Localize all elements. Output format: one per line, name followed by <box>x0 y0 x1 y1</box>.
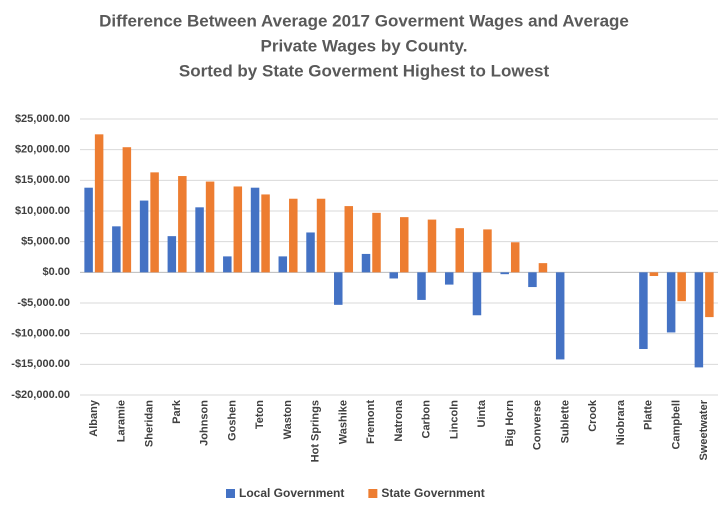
y-tick-label: -$5,000.00 <box>17 297 70 309</box>
x-tick-label: Sweetwater <box>698 399 710 460</box>
bar <box>150 172 159 273</box>
bar <box>705 272 714 318</box>
bar <box>289 198 298 273</box>
bar <box>139 200 149 273</box>
x-tick-label: Carbon <box>421 400 433 439</box>
bar <box>666 272 676 333</box>
y-tick-label: $20,000.00 <box>15 144 70 156</box>
x-tick-label: Washike <box>337 400 349 444</box>
y-tick-label: $10,000.00 <box>15 205 70 217</box>
bar <box>528 272 537 288</box>
chart-title: Difference Between Average 2017 Govermen… <box>99 11 629 30</box>
bar <box>455 228 464 273</box>
x-tick-label: Sheridan <box>143 400 155 447</box>
chart-title: Private Wages by County. <box>261 36 468 55</box>
x-tick-label: Waston <box>282 400 294 440</box>
legend-label: Local Government <box>239 486 344 500</box>
x-tick-label: Campbell <box>670 400 682 450</box>
chart-title: Sorted by State Goverment Highest to Low… <box>179 61 550 80</box>
x-tick-label: Sublette <box>559 400 571 443</box>
bar <box>84 187 93 273</box>
bar <box>233 186 243 273</box>
bar <box>427 219 437 273</box>
bar <box>306 232 315 273</box>
bar <box>417 272 426 300</box>
bar <box>694 272 704 368</box>
x-tick-label: Lincoln <box>448 400 460 439</box>
bar <box>639 272 648 349</box>
y-tick-label: $5,000.00 <box>21 236 70 248</box>
bar <box>195 207 204 273</box>
bar <box>344 206 354 273</box>
x-tick-label: Teton <box>254 400 266 429</box>
x-tick-label: Big Horn <box>504 400 516 447</box>
bar <box>555 272 565 360</box>
legend-swatch <box>226 489 235 498</box>
bar <box>372 212 381 273</box>
bar <box>223 256 232 273</box>
legend-label: State Government <box>381 486 484 500</box>
x-tick-label: Hot Springs <box>310 400 322 462</box>
bar <box>444 272 454 285</box>
bar <box>472 272 482 316</box>
bar <box>167 236 177 273</box>
x-tick-label: Goshen <box>226 400 238 441</box>
y-tick-label: $15,000.00 <box>15 174 70 186</box>
bar <box>94 134 104 273</box>
x-tick-label: Niobrara <box>615 399 627 445</box>
x-tick-label: Natrona <box>393 399 405 441</box>
y-tick-label: -$10,000.00 <box>11 328 70 340</box>
x-tick-label: Laramie <box>116 400 128 442</box>
bar <box>112 226 121 273</box>
x-tick-label: Platte <box>643 400 655 430</box>
bar <box>316 198 326 273</box>
bar <box>649 272 659 277</box>
y-tick-label: $0.00 <box>42 266 70 278</box>
bar <box>278 256 288 273</box>
bar <box>205 181 215 273</box>
x-tick-label: Crook <box>587 399 599 432</box>
bar <box>500 272 509 275</box>
bar <box>361 253 371 273</box>
bar <box>538 263 548 273</box>
x-tick-label: Converse <box>532 400 544 450</box>
bar <box>677 272 686 302</box>
bar <box>389 272 398 279</box>
bar <box>261 194 270 273</box>
legend-swatch <box>368 489 378 498</box>
x-tick-label: Johnson <box>199 400 211 446</box>
bar <box>483 229 492 273</box>
x-tick-label: Uinta <box>476 399 488 427</box>
y-tick-label: -$20,000.00 <box>11 389 70 401</box>
y-tick-label: -$15,000.00 <box>11 358 70 370</box>
bar <box>334 272 343 305</box>
x-tick-label: Fremont <box>365 400 377 444</box>
bar <box>250 187 260 273</box>
x-tick-label: Albany <box>88 399 100 437</box>
bar <box>400 217 409 273</box>
y-tick-label: $25,000.00 <box>15 113 70 125</box>
bar <box>178 176 187 273</box>
bar <box>122 147 132 273</box>
x-tick-label: Park <box>171 399 183 424</box>
bar <box>510 242 520 273</box>
